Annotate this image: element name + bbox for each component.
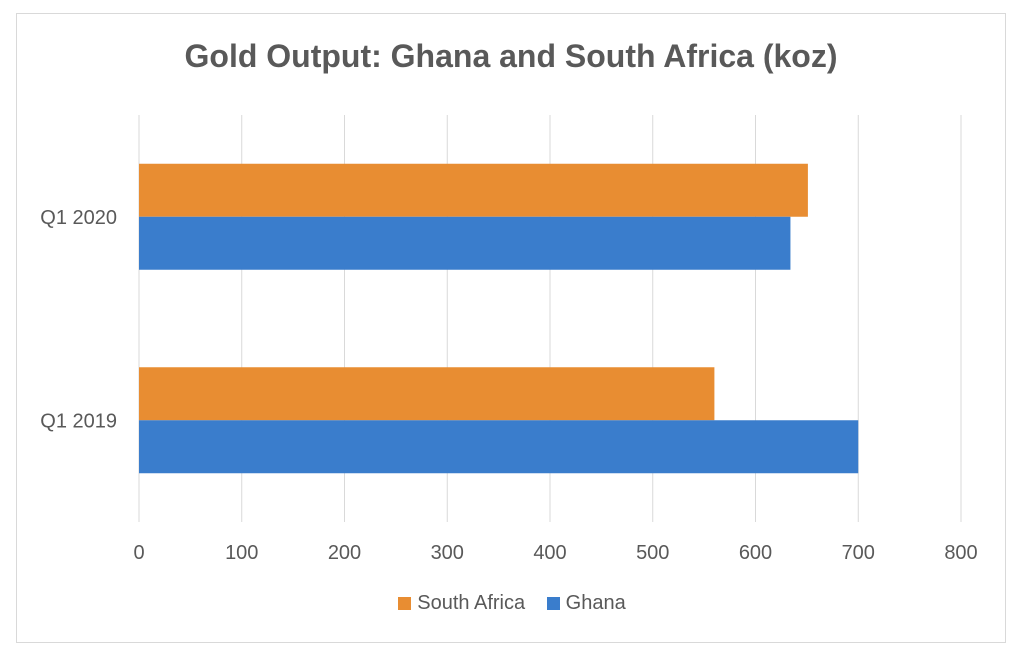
x-tick-label: 500 [636, 542, 669, 564]
x-tick-label: 0 [133, 542, 144, 564]
legend-swatch-ghana [546, 597, 560, 610]
y-category-label: Q1 2020 [40, 207, 117, 229]
legend-item-south-africa: South Africa [398, 592, 525, 615]
legend-item-ghana: Ghana [546, 592, 626, 615]
x-tick-label: 400 [533, 542, 566, 564]
x-tick-label: 800 [944, 542, 977, 564]
bar-south-africa-q1-2020 [139, 163, 808, 217]
bar-south-africa-q1-2019 [139, 367, 715, 421]
x-tick-label: 600 [739, 542, 772, 564]
x-tick-label: 100 [225, 542, 258, 564]
bar-ghana-q1-2019 [139, 420, 859, 474]
chart-frame [16, 13, 1006, 643]
chart-title: Gold Output: Ghana and South Africa (koz… [184, 38, 838, 74]
x-tick-label: 200 [328, 542, 361, 564]
y-category-label: Q1 2019 [40, 410, 117, 432]
legend-label-ghana: Ghana [565, 592, 626, 614]
legend-label-south-africa: South Africa [417, 592, 526, 614]
bar-ghana-q1-2020 [139, 216, 791, 270]
x-tick-label: 300 [431, 542, 464, 564]
legend-swatch-south-africa [398, 597, 412, 610]
chart-legend: South Africa Ghana [0, 592, 1024, 616]
x-tick-label: 700 [842, 542, 875, 564]
